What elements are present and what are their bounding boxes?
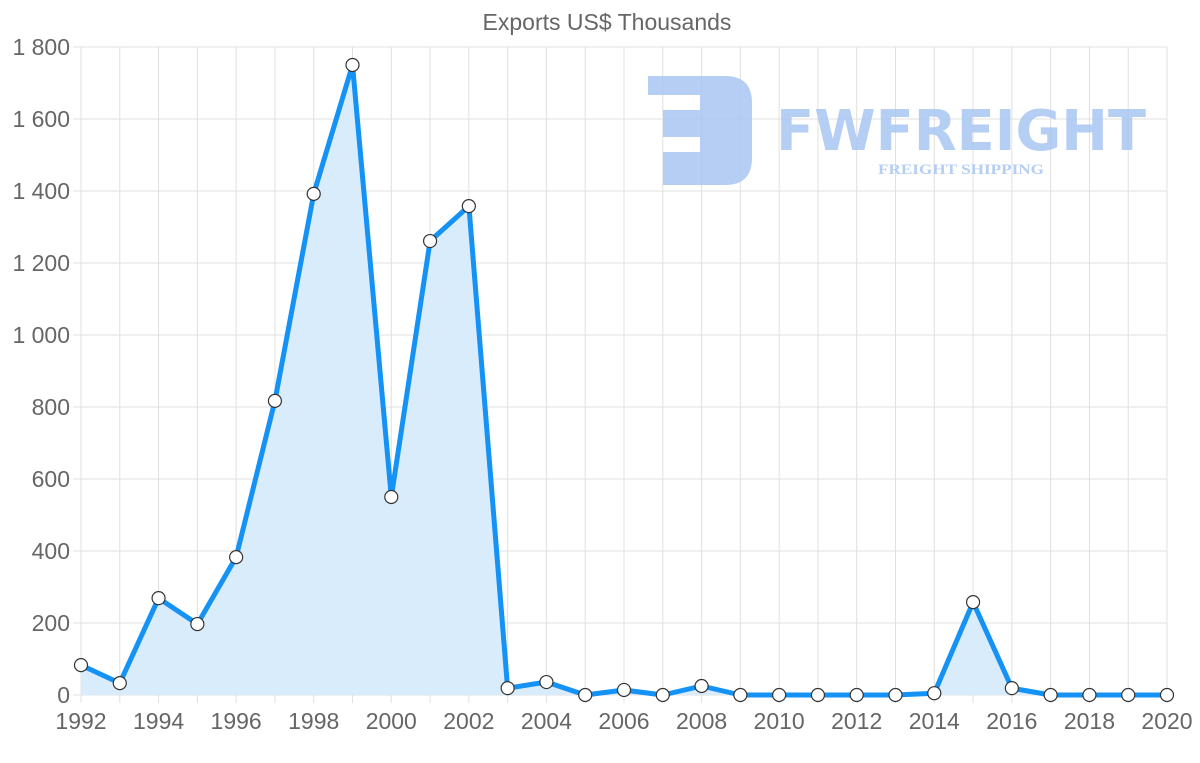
fwfreight-watermark: FWFREIGHT FREIGHT SHIPPING xyxy=(648,76,1146,185)
x-tick-label: 2014 xyxy=(909,708,960,734)
y-tick-label: 200 xyxy=(32,610,70,636)
x-tick-label: 1992 xyxy=(55,708,106,734)
data-point xyxy=(151,591,166,606)
y-tick-label: 800 xyxy=(32,394,70,420)
x-tick-label: 2012 xyxy=(831,708,882,734)
x-tick-label: 2010 xyxy=(754,708,805,734)
x-tick-label: 2000 xyxy=(366,708,417,734)
data-point xyxy=(578,687,593,703)
watermark-tagline: FREIGHT SHIPPING xyxy=(878,162,1044,178)
x-tick-label: 2018 xyxy=(1064,708,1115,734)
fwfreight-logo-icon xyxy=(648,76,752,185)
x-axis: 1992 1994 1996 1998 2000 2002 2004 2006 2008 2010… xyxy=(55,708,1192,734)
data-point xyxy=(888,687,903,703)
data-point xyxy=(1043,687,1058,703)
grid-lines xyxy=(73,46,1168,703)
data-point xyxy=(849,687,864,703)
data-point xyxy=(539,674,554,690)
data-point xyxy=(927,686,942,701)
x-tick-label: 2004 xyxy=(521,708,572,734)
area-fill xyxy=(81,65,1167,695)
series-layer xyxy=(73,57,1175,703)
chart-title: Exports US$ Thousands xyxy=(483,9,732,35)
data-point xyxy=(733,687,748,703)
y-tick-label: 600 xyxy=(32,466,70,492)
data-point xyxy=(655,687,670,703)
x-tick-label: 1994 xyxy=(133,708,184,734)
y-tick-label: 0 xyxy=(57,682,70,708)
y-tick-label: 1 000 xyxy=(12,322,70,348)
data-point xyxy=(190,616,205,632)
data-point xyxy=(267,393,283,408)
y-axis: 0 200 400 600 800 1 000 1 200 1 400 1 600 1 800 xyxy=(12,34,70,708)
data-point xyxy=(1082,687,1097,703)
data-point xyxy=(694,678,709,694)
data-point xyxy=(112,676,127,691)
data-point xyxy=(616,682,632,698)
data-point xyxy=(810,687,826,703)
data-point xyxy=(772,687,787,703)
x-tick-label: 2020 xyxy=(1141,708,1192,734)
x-tick-label: 1996 xyxy=(211,708,262,734)
data-point xyxy=(1004,681,1019,696)
y-tick-label: 1 800 xyxy=(12,34,70,60)
x-tick-label: 2016 xyxy=(986,708,1037,734)
data-point xyxy=(1159,687,1175,703)
data-point xyxy=(461,199,476,214)
y-tick-label: 1 400 xyxy=(12,178,70,204)
data-point xyxy=(73,658,89,673)
data-point xyxy=(500,681,515,696)
x-tick-label: 2006 xyxy=(598,708,649,734)
x-tick-label: 2008 xyxy=(676,708,727,734)
x-tick-label: 2002 xyxy=(443,708,494,734)
watermark-brand: FWFREIGHT xyxy=(776,99,1146,164)
data-point xyxy=(345,57,360,73)
x-tick-label: 1998 xyxy=(288,708,339,734)
data-point xyxy=(384,489,399,505)
data-point xyxy=(229,550,244,565)
data-point xyxy=(1121,687,1136,703)
y-tick-label: 1 200 xyxy=(12,250,70,276)
data-point xyxy=(306,186,321,201)
y-tick-label: 400 xyxy=(32,538,70,564)
data-point xyxy=(422,233,438,249)
y-tick-label: 1 600 xyxy=(12,106,70,132)
data-point xyxy=(965,595,981,610)
